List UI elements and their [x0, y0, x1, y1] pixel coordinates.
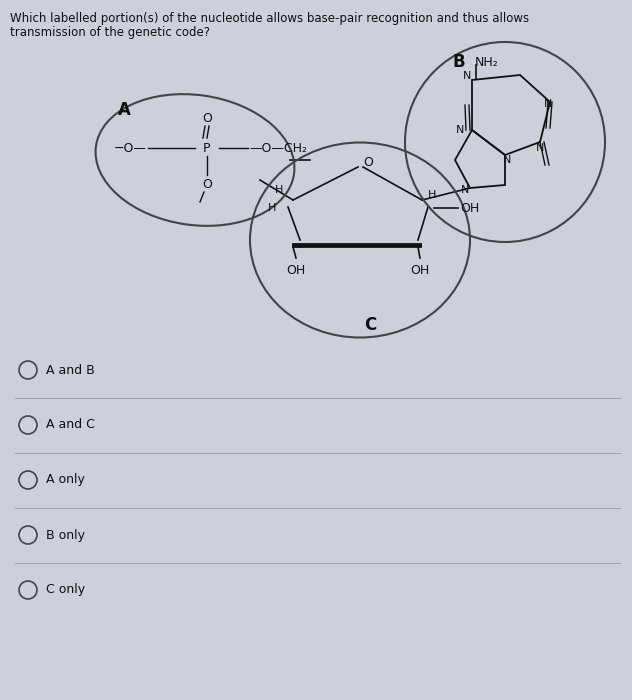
Text: O: O	[202, 178, 212, 190]
Text: transmission of the genetic code?: transmission of the genetic code?	[10, 26, 210, 39]
Text: O: O	[363, 155, 373, 169]
Text: A and B: A and B	[46, 363, 95, 377]
Text: N: N	[461, 185, 469, 195]
Text: B: B	[452, 53, 465, 71]
Text: —O—CH₂: —O—CH₂	[249, 141, 307, 155]
Text: OH: OH	[286, 263, 306, 276]
Text: N: N	[503, 155, 511, 165]
Text: O: O	[202, 111, 212, 125]
Text: OH: OH	[460, 202, 479, 214]
Text: N: N	[544, 99, 552, 109]
Text: H: H	[275, 185, 283, 195]
Text: N: N	[536, 143, 544, 153]
Text: −O—: −O—	[114, 141, 147, 155]
Text: P: P	[204, 141, 210, 155]
Text: N: N	[463, 71, 471, 81]
Text: C: C	[364, 316, 376, 334]
Text: Which labelled portion(s) of the nucleotide allows base-pair recognition and thu: Which labelled portion(s) of the nucleot…	[10, 12, 529, 25]
Text: A and C: A and C	[46, 419, 95, 431]
Text: B only: B only	[46, 528, 85, 542]
Text: H: H	[428, 190, 436, 200]
Text: C only: C only	[46, 584, 85, 596]
Text: A: A	[118, 101, 131, 119]
Text: H: H	[268, 203, 276, 213]
Text: A only: A only	[46, 473, 85, 486]
Text: NH₂: NH₂	[475, 55, 499, 69]
Text: N: N	[456, 125, 464, 135]
Text: OH: OH	[410, 263, 430, 276]
